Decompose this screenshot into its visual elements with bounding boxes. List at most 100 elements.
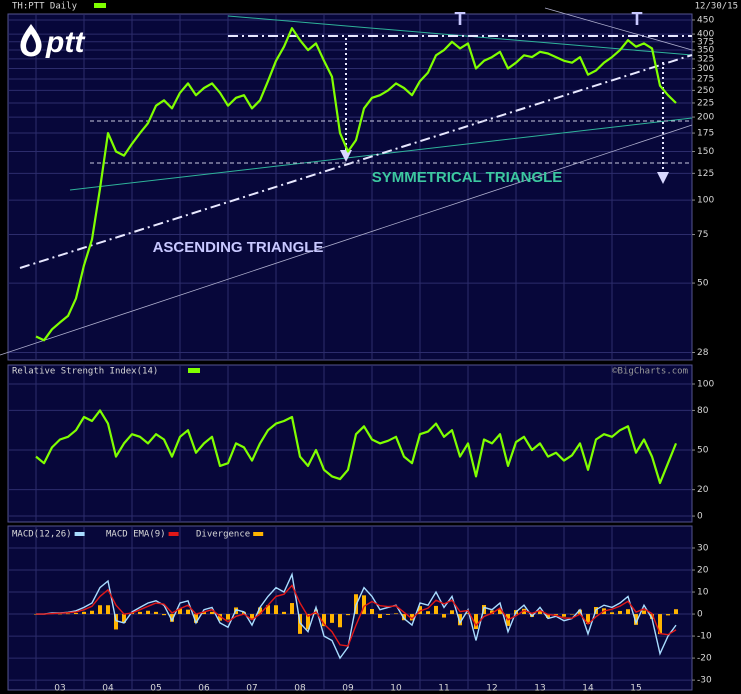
annotation: T (632, 9, 643, 29)
divergence-bar (274, 605, 278, 615)
x-tick-label: 09 (342, 684, 354, 694)
y-tick-label: 175 (697, 129, 714, 139)
macd-line (36, 584, 677, 647)
annotation: SYMMETRICAL TRIANGLE (372, 169, 563, 186)
y-tick-label: 80 (697, 406, 709, 416)
y-tick-label: 10 (697, 588, 709, 598)
y-tick-label: -20 (697, 654, 712, 664)
chart-title: TH:PTT Daily (12, 2, 78, 12)
channel-line (544, 7, 693, 51)
divergence-bar (386, 614, 390, 615)
legend-label: Divergence (196, 530, 250, 540)
legend-swatch (168, 532, 179, 536)
watermark: ©BigCharts.com (612, 367, 688, 377)
divergence-bar (634, 614, 638, 625)
divergence-bar (114, 614, 118, 630)
divergence-bar (650, 614, 654, 619)
rsi-swatch (188, 368, 200, 373)
legend-label: MACD(12,26) (12, 530, 72, 540)
divergence-bar (450, 610, 454, 615)
divergence-bar (522, 608, 526, 615)
y-tick-label: 225 (697, 98, 714, 108)
divergence-bar (466, 613, 470, 615)
trend-lines (0, 7, 693, 356)
y-tick-label: 325 (697, 54, 714, 64)
divergence-bar (338, 614, 342, 628)
x-tick-label: 05 (150, 684, 161, 694)
divergence-bar (410, 614, 414, 621)
divergence-bar (674, 609, 678, 615)
divergence-bar (202, 611, 206, 615)
divergence-bar (58, 613, 62, 615)
logo-text: ptt (45, 26, 86, 59)
y-tick-label: -30 (697, 676, 712, 686)
divergence-bar (618, 610, 622, 615)
divergence-bar (610, 612, 614, 615)
divergence-bar (82, 611, 86, 615)
y-tick-label: 0 (697, 512, 703, 522)
divergence-bar (666, 614, 670, 616)
divergence-bar (442, 614, 446, 618)
divergence-bar (226, 614, 230, 620)
y-tick-label: 20 (697, 485, 709, 495)
divergence-bar (394, 613, 398, 615)
divergence-bar (626, 609, 630, 615)
divergence-bar (458, 614, 462, 626)
divergence-bar (490, 610, 494, 615)
divergence-bar (98, 605, 102, 615)
divergence-bar (562, 614, 566, 617)
legend-swatch (253, 532, 264, 536)
divergence-bar (402, 614, 406, 621)
x-tick-label: 03 (54, 684, 65, 694)
divergence-bar (122, 614, 126, 623)
arrow-head (657, 172, 669, 184)
y-tick-label: -10 (697, 632, 712, 642)
y-tick-label: 30 (697, 544, 709, 554)
price-panel (7, 13, 693, 361)
divergence-bar (418, 606, 422, 615)
divergence-bar (322, 614, 326, 627)
divergence-bar (154, 611, 158, 615)
y-tick-label: 150 (697, 147, 714, 157)
divergence-bar (74, 612, 78, 615)
divergence-bar (162, 614, 166, 616)
y-tick-label: 300 (697, 64, 714, 74)
divergence-bar (346, 614, 350, 616)
divergence-bar (658, 614, 662, 635)
grid-layer (8, 14, 692, 690)
divergence-bar (146, 610, 150, 615)
divergence-bar (586, 614, 590, 624)
divergence-bar (554, 614, 558, 615)
price-line (35, 409, 678, 485)
y-tick-label: 375 (697, 37, 714, 47)
x-tick-label: 06 (198, 684, 210, 694)
divergence-bar (282, 611, 286, 615)
y-tick-label: 125 (697, 169, 714, 179)
macd-panel (7, 525, 693, 691)
divergence-bar (90, 610, 94, 615)
x-tick-label: 14 (582, 684, 594, 694)
divergence-bar (138, 611, 142, 615)
rsi-panel (7, 364, 693, 523)
divergence-bar (298, 614, 302, 634)
title-swatch (94, 3, 106, 8)
divergence-bar (178, 608, 182, 615)
logo: ptt (20, 24, 86, 59)
divergence-bar (330, 614, 334, 623)
divergence-bar (570, 614, 574, 615)
y-tick-label: 275 (697, 74, 714, 84)
chart-date: 12/30/15 (695, 2, 738, 12)
divergence-bar (266, 605, 270, 615)
x-tick-label: 10 (390, 684, 402, 694)
divergence-bar (250, 614, 254, 620)
x-tick-label: 11 (438, 684, 449, 694)
y-tick-label: 50 (697, 279, 709, 289)
y-tick-label: 450 (697, 15, 714, 25)
channel-line (0, 124, 693, 356)
x-tick-label: 04 (102, 684, 114, 694)
y-tick-label: 100 (697, 196, 714, 206)
macd-line (36, 572, 677, 660)
y-tick-label: 250 (697, 86, 714, 96)
divergence-bar (186, 609, 190, 615)
